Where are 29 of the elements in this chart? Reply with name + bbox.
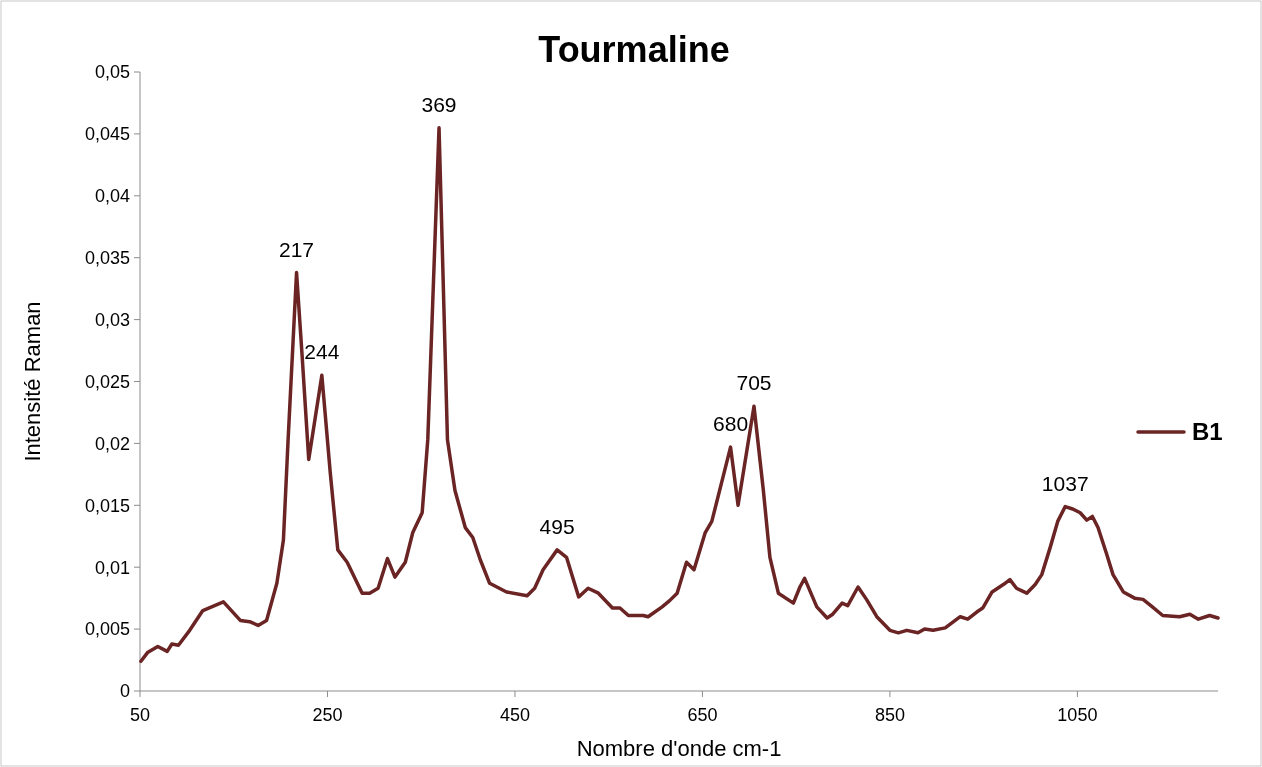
y-tick-label: 0,045 (84, 124, 130, 145)
y-tick-label: 0 (119, 681, 130, 702)
annotation: 1037 (1041, 471, 1089, 495)
annotation: 495 (539, 514, 575, 538)
y-axis-title: Intensité Raman (20, 301, 45, 462)
x-tick-label: 650 (687, 705, 718, 725)
annotation: 705 (736, 371, 772, 395)
y-tick-label: 0,035 (84, 248, 130, 268)
y-tick-label: 0,015 (84, 495, 130, 516)
x-tick-label: 1050 (1057, 705, 1098, 725)
x-tick-label: 850 (874, 705, 905, 725)
y-tick-label: 0,005 (84, 619, 130, 640)
x-tick-label: 50 (129, 705, 151, 725)
y-tick-label: 0,03 (94, 309, 130, 330)
line-series (139, 125, 1220, 664)
x-tick-label: 450 (499, 705, 530, 725)
x-tick-label: 250 (312, 705, 343, 725)
chart-title: Tourmaline (538, 29, 730, 70)
annotation: 369 (421, 92, 457, 116)
y-tick-label: 0,01 (94, 557, 130, 578)
y-tick-label: 0,02 (94, 433, 130, 454)
annotation: 680 (713, 412, 749, 436)
y-tick-label: 0,05 (94, 62, 130, 83)
y-tick-label: 0,025 (84, 371, 130, 392)
annotation: 244 (304, 340, 340, 364)
annotation: 217 (279, 237, 315, 261)
x-axis-title: Nombre d'onde cm-1 (576, 736, 782, 761)
legend-label: B1 (1192, 418, 1223, 446)
y-tick-label: 0,04 (94, 186, 130, 207)
